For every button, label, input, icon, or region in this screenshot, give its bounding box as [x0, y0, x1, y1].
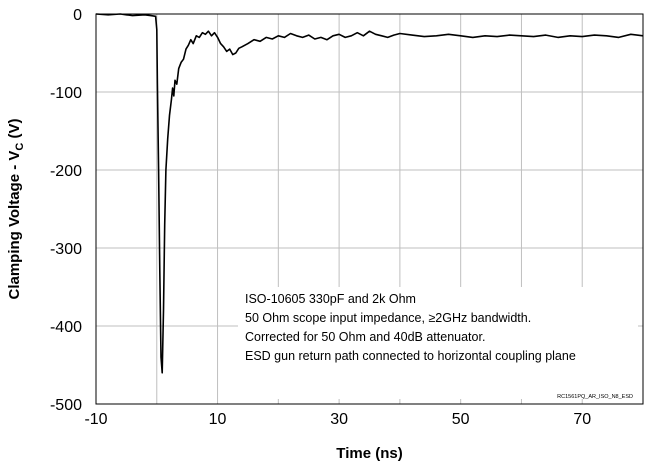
annotation-text: ISO-10605 330pF and 2k Ohm 50 Ohm scope …	[245, 292, 576, 363]
y-axis-title-tail: (V)	[6, 118, 23, 142]
x-tick-label: 50	[452, 411, 470, 428]
y-tick-label: -400	[50, 319, 82, 336]
y-axis-title-subscript: C	[14, 143, 26, 151]
annotation-line-1: ISO-10605 330pF and 2k Ohm	[245, 292, 416, 306]
annotation-line-4: ESD gun return path connected to horizon…	[245, 349, 576, 363]
plot-frame	[95, 13, 644, 405]
annotation-line-3: Corrected for 50 Ohm and 40dB attenuator…	[245, 330, 485, 344]
annotation-box	[238, 287, 638, 399]
x-axis-title: Time (ns)	[336, 445, 402, 462]
x-tick-label: 70	[573, 411, 591, 428]
x-tick-label: 10	[209, 411, 227, 428]
y-axis-title-main: Clamping Voltage - V	[6, 151, 23, 300]
x-tick-label: 30	[330, 411, 348, 428]
y-tick-label: -200	[50, 163, 82, 180]
y-tick-label: -300	[50, 241, 82, 258]
x-tick-label: -10	[84, 411, 107, 428]
reference-id: RC1561PQ_AR_ISO_N8_ESD	[557, 394, 633, 400]
y-tick-label: 0	[73, 7, 82, 24]
y-tick-labels: 0 -100 -200 -300 -400 -500	[50, 7, 82, 414]
y-tick-label: -500	[50, 397, 82, 414]
y-tick-label: -100	[50, 85, 82, 102]
clamping-voltage-series-line	[95, 13, 644, 374]
x-tick-labels: -10 10 30 50 70	[84, 411, 591, 428]
annotation-line-2: 50 Ohm scope input impedance, ≥2GHz band…	[245, 311, 531, 325]
y-axis-title: Clamping Voltage - VC (V)	[6, 118, 26, 299]
